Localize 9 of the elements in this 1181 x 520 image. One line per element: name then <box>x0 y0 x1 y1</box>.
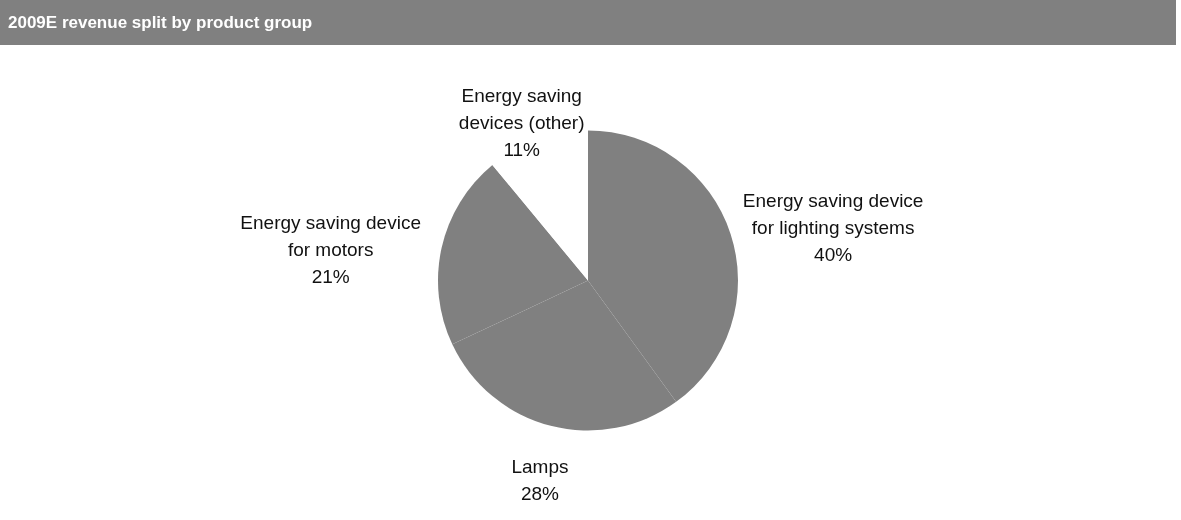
slice-label: Lamps <box>511 456 569 478</box>
slice-label: Energy saving devices (other) <box>458 85 585 134</box>
data-label: 40% <box>814 243 853 265</box>
data-label: 21% <box>311 265 350 287</box>
chart-title: 2009E revenue split by product group <box>8 12 313 32</box>
data-label: 28% <box>520 483 560 505</box>
slice-label: Energy saving device for motors <box>240 211 421 260</box>
data-label: 11% <box>503 139 541 161</box>
slice-label: Energy saving device for lighting systems <box>742 189 924 238</box>
